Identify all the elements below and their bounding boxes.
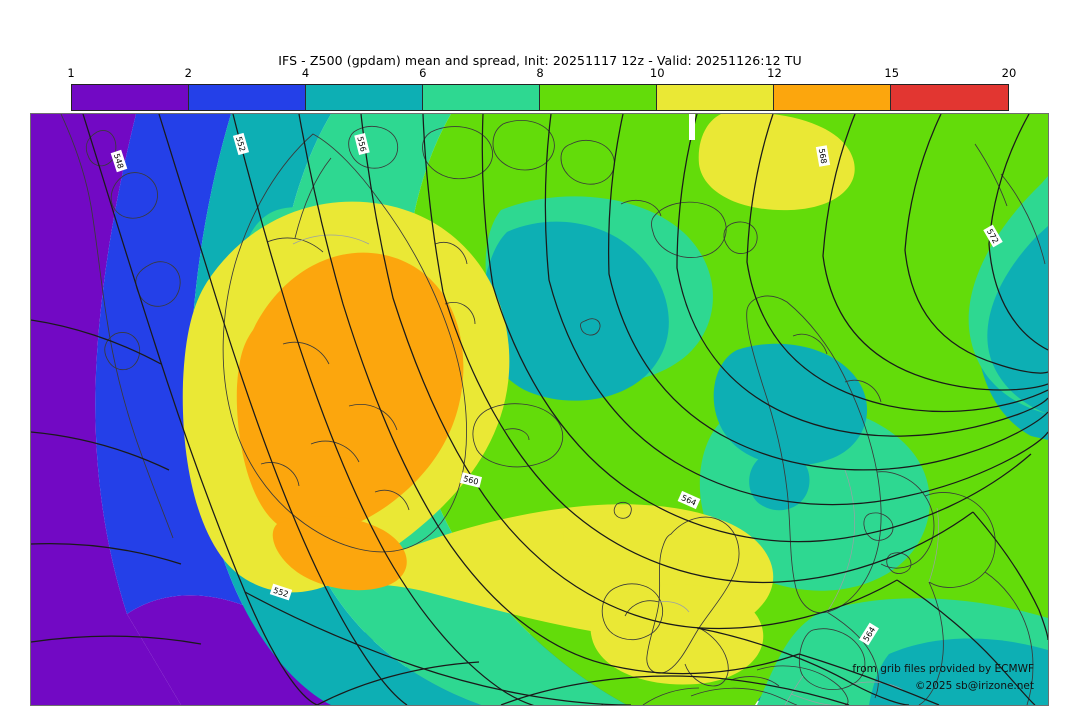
country-borders bbox=[292, 234, 939, 705]
spread-band-12-15 bbox=[236, 252, 464, 591]
spread-band-4-6-overlay bbox=[479, 221, 1048, 705]
colorbar-band-4-6 bbox=[306, 85, 423, 110]
z500-contours bbox=[31, 114, 1048, 705]
map-panel[interactable]: 548 552 556 552 bbox=[30, 113, 1049, 706]
colorbar-tick-8: 8 bbox=[536, 66, 544, 80]
colorbar-band-6-8 bbox=[423, 85, 540, 110]
chart-title: IFS - Z500 (gpdam) mean and spread, Init… bbox=[278, 53, 802, 68]
colorbar-tick-15: 15 bbox=[884, 66, 900, 80]
colorbar-band-2-4 bbox=[189, 85, 306, 110]
colorbar-band-8-10 bbox=[540, 85, 657, 110]
colorbar-band-15-20 bbox=[891, 85, 1008, 110]
colorbar-band-12-15 bbox=[774, 85, 891, 110]
colorbar-band-10-12 bbox=[657, 85, 774, 110]
colorbar-tick-2: 2 bbox=[184, 66, 192, 80]
svg-text:548: 548 bbox=[112, 152, 125, 169]
contour-labels: 548 552 556 552 bbox=[110, 114, 1003, 646]
credit-source: from grib files provided by ECMWF bbox=[852, 663, 1034, 675]
colorbar-tick-6: 6 bbox=[419, 66, 427, 80]
colorbar: 1 2 4 6 8 10 12 15 20 bbox=[67, 66, 1016, 111]
colorbar-bands bbox=[71, 84, 1009, 111]
map-canvas: 548 552 556 552 bbox=[31, 114, 1048, 705]
svg-text:556: 556 bbox=[355, 136, 367, 153]
svg-text:552: 552 bbox=[234, 136, 247, 153]
colorbar-tick-12: 12 bbox=[767, 66, 782, 80]
svg-text:552: 552 bbox=[272, 586, 289, 599]
colorbar-tick-10: 10 bbox=[649, 66, 665, 80]
colorbar-tick-1: 1 bbox=[67, 66, 75, 80]
svg-text:560: 560 bbox=[462, 474, 479, 486]
coastlines bbox=[60, 114, 1046, 705]
colorbar-band-1-2 bbox=[72, 85, 189, 110]
credit-copyright: ©2025 sb@irizone.net bbox=[915, 680, 1034, 692]
svg-text:568: 568 bbox=[817, 148, 829, 165]
colorbar-tick-20: 20 bbox=[1001, 66, 1017, 80]
colorbar-tick-4: 4 bbox=[301, 66, 310, 80]
